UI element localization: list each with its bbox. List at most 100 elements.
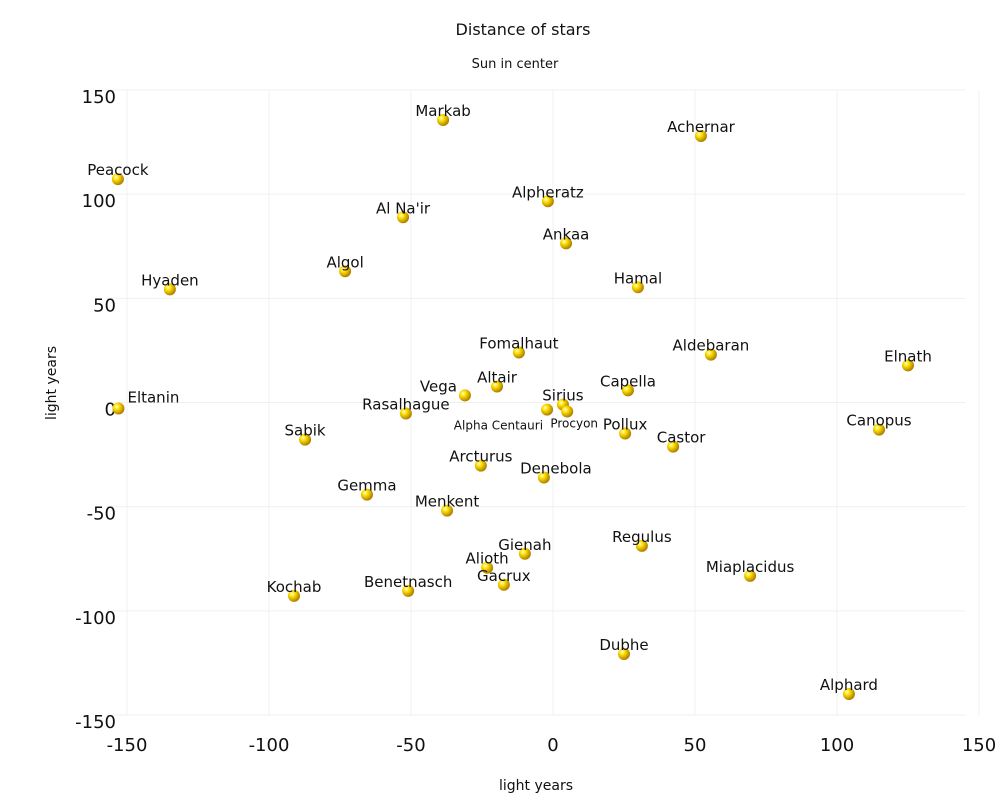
star-point[interactable]: Alioth	[466, 550, 509, 574]
star-marker[interactable]	[339, 265, 352, 278]
star-point[interactable]: Algol	[326, 253, 364, 278]
star-marker[interactable]	[491, 380, 504, 393]
star-point[interactable]: Elnath	[884, 347, 932, 372]
star-marker[interactable]	[474, 459, 487, 472]
star-marker[interactable]	[512, 346, 525, 359]
star-point[interactable]: Menkent	[415, 493, 480, 517]
star-marker[interactable]	[621, 384, 634, 397]
star-point[interactable]: Vega	[420, 377, 471, 402]
star-point[interactable]: Pollux	[603, 416, 648, 440]
star-label: Menkent	[415, 493, 480, 511]
star-point[interactable]: Alphard	[820, 676, 878, 700]
star-marker[interactable]	[561, 405, 574, 418]
star-marker[interactable]	[518, 547, 531, 560]
star-label: Capella	[600, 372, 656, 390]
star-marker[interactable]	[694, 130, 707, 143]
x-tick-label: 50	[684, 735, 707, 756]
star-point[interactable]: Altair	[477, 368, 518, 393]
star-point[interactable]: Aldebaran	[673, 337, 750, 361]
star-point[interactable]: Ankaa	[543, 225, 590, 250]
star-point[interactable]: Al Na'ir	[376, 199, 431, 224]
star-marker[interactable]	[541, 195, 554, 208]
x-tick-label: -50	[396, 735, 425, 756]
star-marker[interactable]	[399, 407, 412, 420]
star-point[interactable]: Castor	[657, 429, 707, 453]
star-point[interactable]: Procyon	[550, 405, 598, 430]
star-label: Castor	[657, 429, 707, 447]
star-point[interactable]: Achernar	[667, 118, 736, 143]
y-tick-label: -150	[75, 712, 116, 733]
star-point[interactable]: Arcturus	[449, 448, 513, 472]
star-label: Ankaa	[543, 225, 590, 243]
star-marker[interactable]	[481, 561, 494, 574]
star-label: Vega	[420, 377, 457, 395]
star-label: Kochab	[267, 578, 322, 596]
star-point[interactable]: Benetnasch	[364, 573, 452, 597]
star-marker[interactable]	[441, 504, 454, 517]
star-marker[interactable]	[402, 584, 415, 597]
star-point[interactable]: Canopus	[846, 412, 912, 436]
star-label: Gienah	[498, 536, 551, 554]
star-point[interactable]: Kochab	[267, 578, 322, 602]
star-point[interactable]: Gienah	[498, 536, 552, 560]
star-marker[interactable]	[873, 423, 886, 436]
star-marker[interactable]	[163, 283, 176, 296]
star-point[interactable]: Hamal	[614, 269, 662, 294]
star-marker[interactable]	[497, 578, 510, 591]
star-label: Arcturus	[449, 448, 512, 466]
star-marker[interactable]	[537, 471, 550, 484]
x-tick-label: 150	[962, 735, 996, 756]
star-point[interactable]: Alpha Centauri	[454, 403, 554, 433]
star-marker[interactable]	[112, 402, 125, 415]
star-marker[interactable]	[618, 647, 630, 660]
star-marker[interactable]	[360, 488, 373, 501]
star-label: Alpha Centauri	[454, 419, 543, 433]
star-marker[interactable]	[619, 427, 632, 440]
star-marker[interactable]	[299, 433, 312, 446]
star-point[interactable]: Eltanin	[112, 389, 179, 415]
star-point[interactable]: Miaplacidus	[706, 558, 795, 582]
star-marker[interactable]	[111, 173, 124, 186]
star-marker[interactable]	[631, 281, 644, 294]
star-point[interactable]: Alpheratz	[512, 183, 584, 208]
star-marker[interactable]	[560, 237, 573, 250]
y-tick-label: 0	[105, 400, 116, 421]
star-marker[interactable]	[437, 114, 450, 126]
star-label: Peacock	[87, 161, 149, 179]
star-marker[interactable]	[667, 440, 680, 453]
star-label: Markab	[415, 102, 470, 120]
star-point[interactable]: Rasalhague	[362, 396, 450, 420]
star-marker[interactable]	[541, 403, 554, 416]
star-point[interactable]: Dubhe	[599, 636, 649, 660]
star-point[interactable]: Fomalhaut	[479, 335, 559, 359]
star-marker[interactable]	[635, 539, 648, 552]
star-label: Elnath	[884, 347, 932, 365]
star-point[interactable]: Denebola	[520, 460, 592, 484]
star-marker[interactable]	[397, 211, 410, 224]
star-point[interactable]: Regulus	[612, 528, 672, 552]
star-point[interactable]: Gacrux	[477, 567, 531, 591]
star-point[interactable]: Capella	[600, 372, 656, 397]
star-label: Rasalhague	[362, 396, 449, 414]
star-point[interactable]: Hyaden	[141, 271, 199, 296]
star-marker[interactable]	[744, 569, 757, 582]
star-label: Procyon	[550, 416, 598, 430]
star-point[interactable]: Sabik	[285, 422, 326, 446]
star-label: Miaplacidus	[706, 558, 795, 576]
star-marker[interactable]	[842, 687, 855, 700]
x-tick-label: 100	[820, 735, 854, 756]
star-marker[interactable]	[902, 359, 914, 372]
star-label: Fomalhaut	[479, 335, 558, 353]
star-label: Alioth	[466, 550, 509, 568]
y-axis-label: light years	[44, 346, 60, 420]
star-point[interactable]: Gemma	[337, 477, 397, 501]
star-label: Denebola	[520, 460, 592, 478]
star-marker[interactable]	[458, 389, 471, 402]
star-label: Al Na'ir	[376, 199, 431, 217]
star-point[interactable]: Peacock	[87, 161, 149, 186]
star-marker[interactable]	[287, 589, 300, 602]
star-marker[interactable]	[704, 348, 717, 361]
star-label: Pollux	[603, 416, 648, 434]
star-point[interactable]: Markab	[415, 102, 471, 126]
star-label: Hamal	[614, 269, 662, 287]
